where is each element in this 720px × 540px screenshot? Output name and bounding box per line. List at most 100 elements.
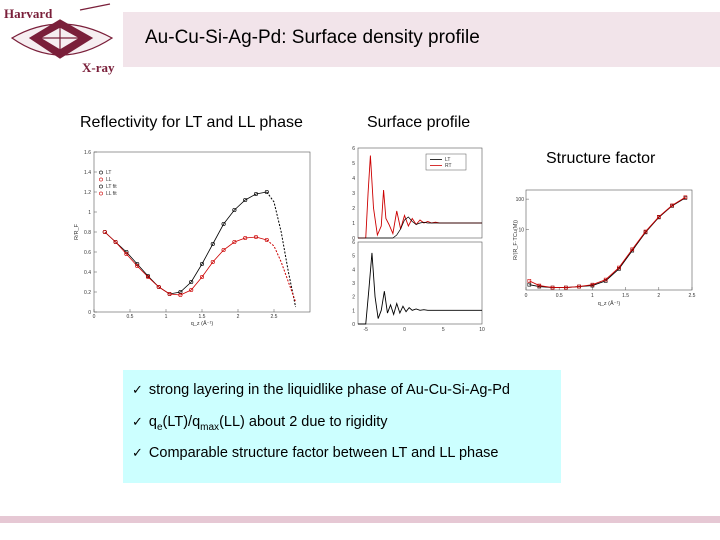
data-point bbox=[527, 282, 532, 287]
x-axis-label: q_z (Å⁻¹) bbox=[191, 320, 214, 327]
bullet-structure: ✓ Comparable structure factor between LT … bbox=[132, 445, 499, 461]
data-point bbox=[199, 261, 205, 267]
top-y-tick-label: 0 bbox=[352, 236, 355, 242]
bottom-y-tick-label: 3 bbox=[352, 281, 355, 287]
y-tick-label: 0.4 bbox=[84, 270, 91, 276]
x-tick-label: 2.5 bbox=[271, 314, 278, 320]
top-y-tick-label: 1 bbox=[352, 221, 355, 227]
data-point bbox=[124, 251, 129, 257]
x-tick-label: 0.5 bbox=[127, 314, 134, 320]
plot-frame bbox=[93, 151, 311, 313]
y-axis-label: R/(R_F·TCu(M)) bbox=[513, 220, 519, 260]
y-tick-label: 1.6 bbox=[84, 150, 91, 156]
bullet-ratio: ✓ qe(LT)/qmax(LL) about 2 due to rigidity bbox=[132, 414, 388, 433]
data-point bbox=[657, 215, 661, 219]
data-point bbox=[264, 237, 269, 243]
reflectivity-chart: 0 0.5 1 1.5 2 2.5 0 0.2 0.4 0.6 0.8 1 1.2 1.4 1.6 q_z (… bbox=[70, 146, 318, 330]
x-tick-label: 0 bbox=[93, 314, 96, 320]
bottom-y-tick-label: 4 bbox=[352, 267, 355, 273]
data-point bbox=[210, 259, 215, 265]
x-tick-label: 5 bbox=[442, 327, 445, 333]
bottom-y-tick-label: 6 bbox=[352, 240, 355, 246]
y-tick-label: 100 bbox=[516, 197, 525, 203]
y-tick-label: 1.4 bbox=[84, 170, 91, 176]
x-tick-label: 2 bbox=[657, 293, 660, 299]
x-tick-label: 0 bbox=[525, 293, 528, 299]
data-point bbox=[253, 191, 259, 197]
data-point bbox=[683, 195, 688, 200]
logo-line2: X-ray bbox=[82, 60, 115, 75]
conclusions-box: ✓ strong layering in the liquidlike phase… bbox=[123, 370, 561, 483]
series-line bbox=[104, 231, 267, 296]
structure-factor-label: Structure factor bbox=[546, 150, 656, 167]
data-point bbox=[221, 221, 226, 227]
data-point bbox=[603, 277, 608, 282]
logo-line1: Harvard bbox=[4, 6, 53, 21]
surface-profile-black bbox=[358, 216, 482, 239]
data-point bbox=[178, 289, 183, 295]
checkmark-icon: ✓ bbox=[132, 415, 143, 430]
data-point bbox=[670, 203, 674, 208]
data-point bbox=[243, 197, 248, 203]
plot-frame bbox=[525, 189, 693, 291]
fit-line bbox=[266, 239, 297, 303]
legend-entry: RT bbox=[445, 163, 452, 169]
data-point bbox=[577, 284, 581, 289]
x-tick-label: 1.5 bbox=[199, 314, 206, 320]
footer-bar bbox=[0, 516, 720, 523]
data-point bbox=[537, 283, 542, 288]
data-point bbox=[210, 241, 215, 247]
x-tick-label: 0.5 bbox=[556, 293, 563, 299]
y-tick-label: 0.2 bbox=[84, 290, 91, 296]
legend-marker bbox=[99, 170, 103, 175]
x-axis-label: q_z (Å⁻¹) bbox=[598, 300, 621, 307]
legend-marker bbox=[99, 177, 103, 182]
top-y-tick-label: 3 bbox=[352, 191, 355, 197]
data-point bbox=[189, 279, 194, 285]
data-point bbox=[527, 279, 532, 283]
top-y-tick-label: 6 bbox=[352, 146, 355, 152]
top-panel-frame bbox=[357, 147, 483, 239]
data-point bbox=[264, 189, 269, 195]
series-line bbox=[104, 191, 267, 295]
data-point bbox=[145, 274, 151, 280]
legend-marker bbox=[99, 191, 103, 196]
x-tick-label: 10 bbox=[479, 327, 485, 333]
data-point bbox=[232, 207, 237, 213]
legend-box bbox=[425, 153, 467, 171]
data-point bbox=[178, 292, 183, 298]
legend-entry: LL bbox=[106, 177, 112, 183]
harvard-xray-logo: Harvard X-ray bbox=[0, 0, 130, 82]
surface-profile-bottom bbox=[358, 252, 482, 325]
data-point bbox=[253, 234, 259, 240]
fit-line bbox=[266, 191, 297, 308]
data-point bbox=[102, 229, 107, 235]
data-point bbox=[156, 284, 161, 290]
legend-entry: LL fit bbox=[106, 191, 117, 197]
legend-entry: LT bbox=[106, 170, 111, 176]
x-tick-label: 1.5 bbox=[622, 293, 629, 299]
bottom-y-tick-label: 1 bbox=[352, 308, 355, 314]
data-point bbox=[550, 285, 555, 290]
data-point bbox=[167, 291, 172, 297]
surface-profile-chart: 0 0 1 1 2 2 3 3 4 4 5 5 6 6 -5 0 5 10 LT RT bbox=[338, 140, 486, 335]
data-point bbox=[113, 239, 118, 245]
slide-title: Au-Cu-Si-Ag-Pd: Surface density profile bbox=[145, 27, 480, 48]
bottom-y-tick-label: 0 bbox=[352, 322, 355, 328]
data-point bbox=[643, 229, 648, 234]
y-tick-label: 0.6 bbox=[84, 250, 91, 256]
data-point bbox=[590, 282, 595, 287]
legend-entry: LT bbox=[445, 157, 450, 163]
x-tick-label: 0 bbox=[403, 327, 406, 333]
x-tick-label: 2 bbox=[237, 314, 240, 320]
data-point bbox=[199, 274, 205, 280]
series-line bbox=[529, 196, 686, 289]
x-tick-label: -5 bbox=[364, 327, 369, 333]
structure-factor-chart: 0 0.5 1 1.5 2 2.5 10 100 q_z (Å⁻¹) R/(R_F·TCu(M)) bbox=[512, 184, 698, 330]
data-point bbox=[135, 263, 140, 269]
bottom-y-tick-label: 2 bbox=[352, 295, 355, 301]
x-tick-label: 2.5 bbox=[689, 293, 696, 299]
harvard-xray-shield-icon: Harvard X-ray bbox=[4, 3, 115, 75]
reflectivity-label: Reflectivity for LT and LL phase bbox=[80, 114, 303, 131]
data-point bbox=[243, 235, 248, 241]
